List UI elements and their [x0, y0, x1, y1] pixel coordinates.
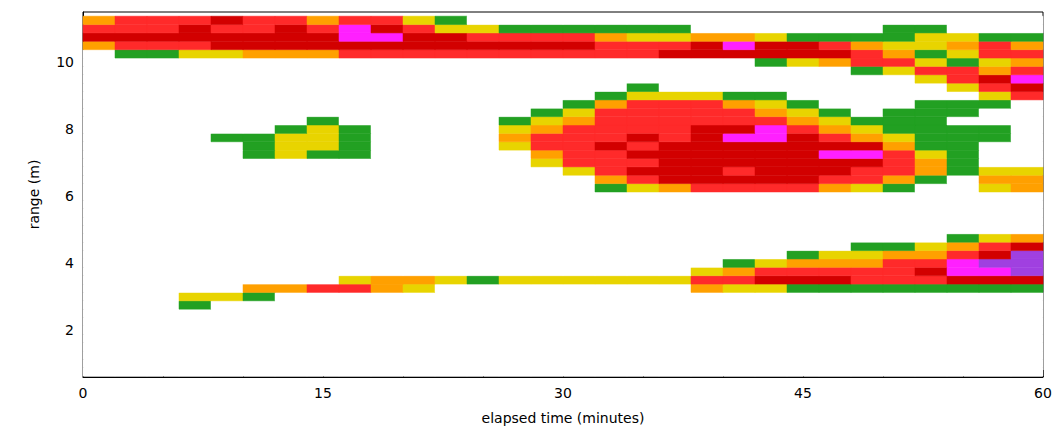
svg-text:6: 6	[65, 188, 74, 204]
svg-text:60: 60	[1034, 385, 1052, 401]
svg-text:4: 4	[65, 255, 74, 271]
svg-text:45: 45	[794, 385, 812, 401]
svg-text:range (m): range (m)	[26, 160, 42, 230]
svg-text:15: 15	[314, 385, 332, 401]
svg-text:30: 30	[554, 385, 572, 401]
svg-text:2: 2	[65, 322, 74, 338]
svg-text:8: 8	[65, 121, 74, 137]
svg-text:0: 0	[79, 385, 88, 401]
svg-text:10: 10	[56, 54, 74, 70]
svg-text:elapsed time (minutes): elapsed time (minutes)	[482, 410, 645, 426]
